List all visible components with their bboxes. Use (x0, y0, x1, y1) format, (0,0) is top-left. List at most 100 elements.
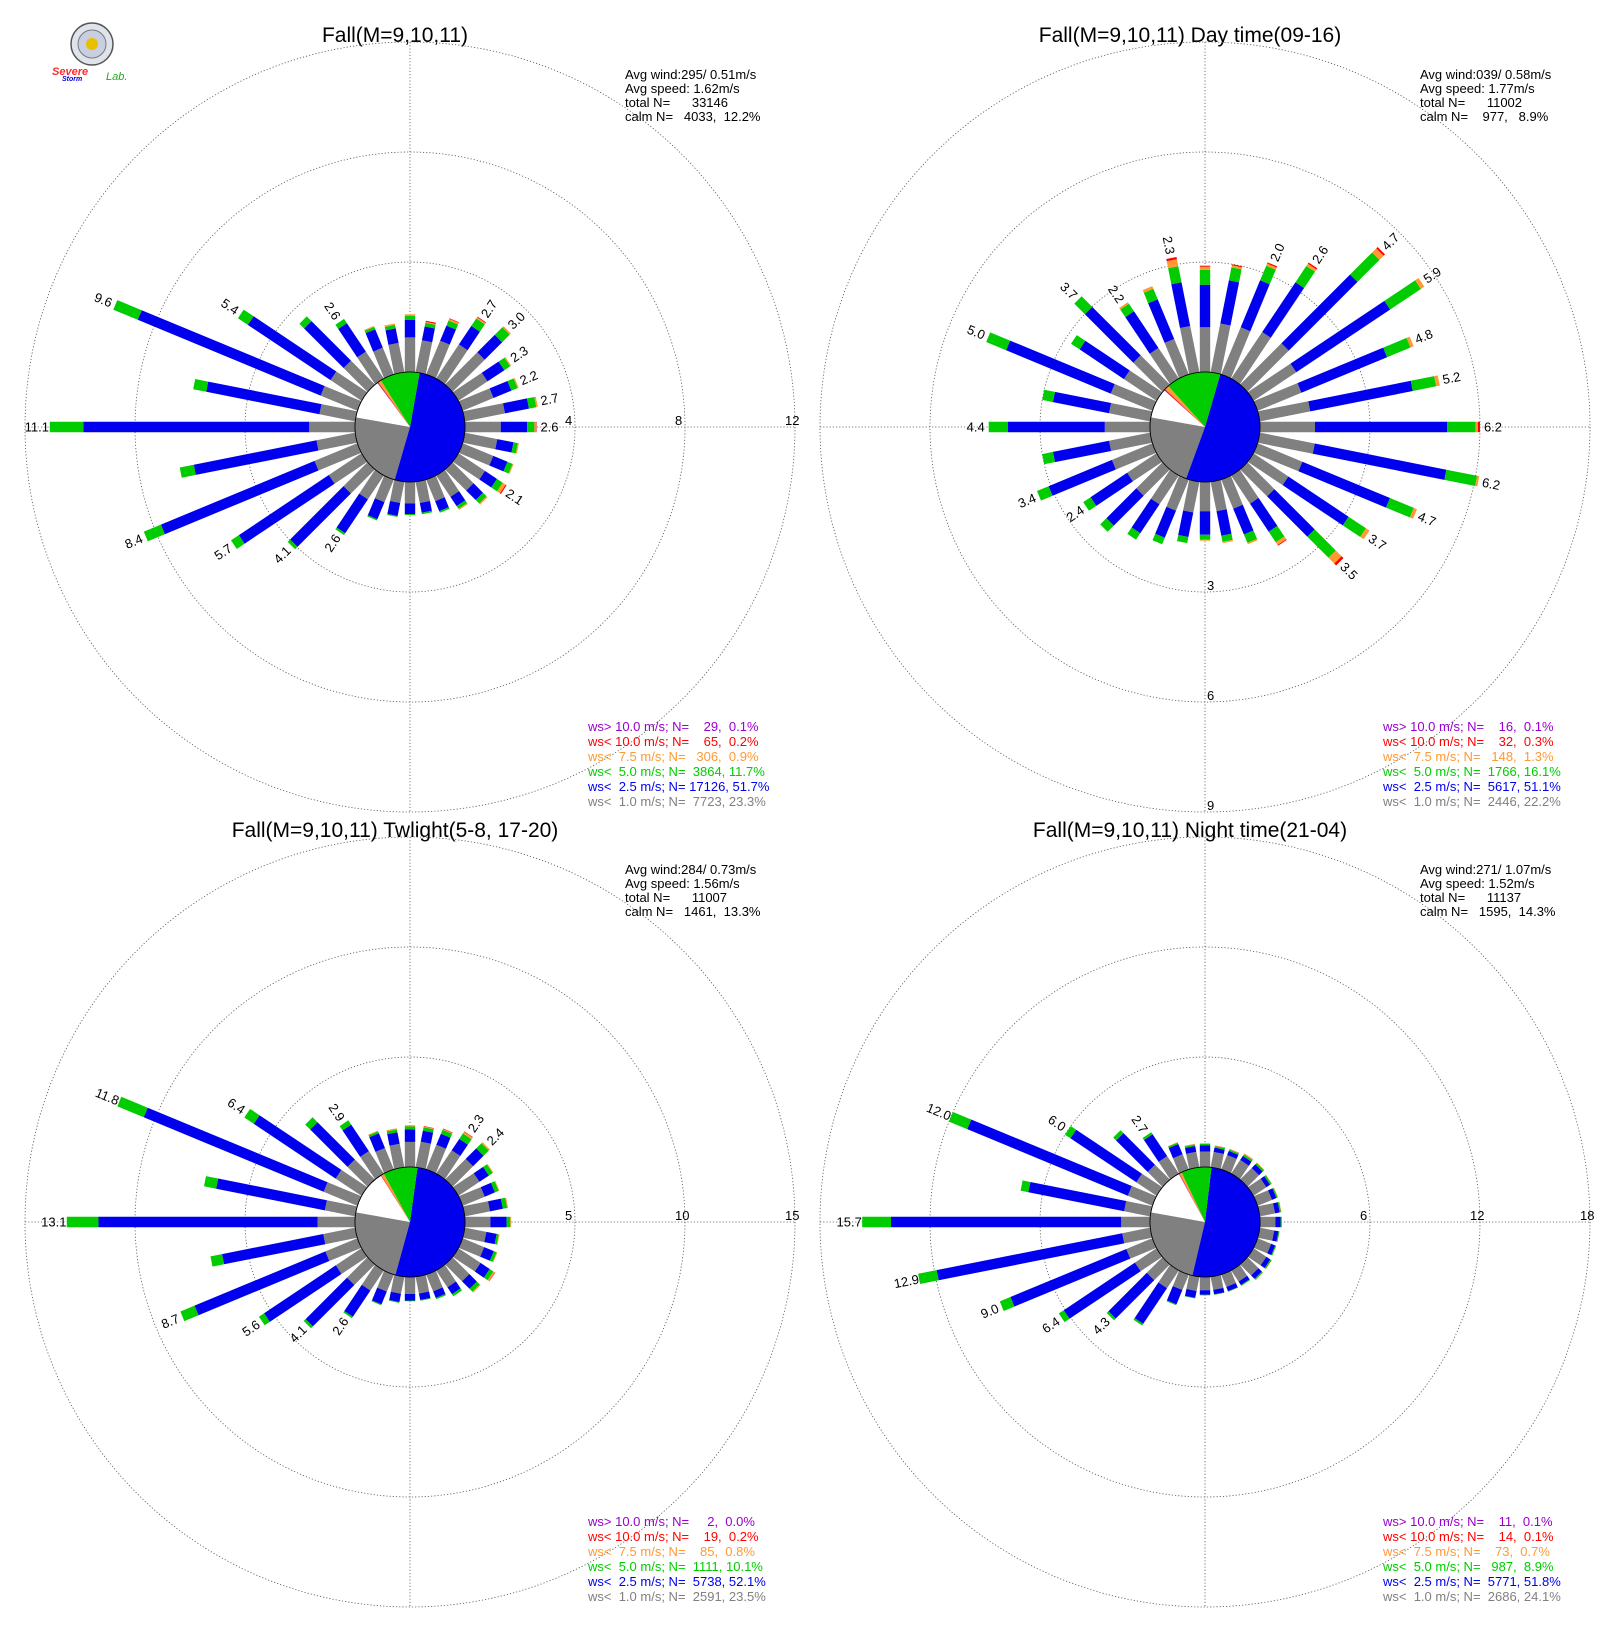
legend-entry: ws< 1.0 m/s; N= 2446, 22.2% (1382, 794, 1561, 809)
bar-segment-lt5 (989, 422, 1008, 432)
speed-class-pie (355, 372, 465, 482)
bar-segment-lt2p5 (405, 503, 415, 514)
ring-label: 8 (675, 413, 682, 428)
bar-segment-lt5 (1386, 498, 1414, 518)
legend-entry: ws< 5.0 m/s; N= 3864, 11.7% (587, 764, 765, 779)
bar-segment-lt5 (113, 300, 141, 320)
bar-segment-lt7p5 (405, 1125, 415, 1126)
bar-value-label: 2.7 (478, 297, 501, 320)
legend-entry: ws< 2.5 m/s; N= 5617, 51.1% (1382, 779, 1561, 794)
bar-segment-lt2p5 (368, 498, 385, 519)
bar-segment-lt5 (949, 1112, 971, 1129)
bar-segment-lt2p5 (490, 381, 512, 398)
bar-segment-lt2p5 (1008, 422, 1105, 432)
bar-segment-lt5 (1168, 266, 1181, 284)
legend-entry: ws< 7.5 m/s; N= 148, 1.3% (1382, 749, 1554, 764)
bar-segment-lt5 (50, 422, 84, 432)
bar-segment-lt5 (144, 525, 165, 542)
bar-segment-lt2p5 (1200, 511, 1210, 535)
bar-segment-lt2p5 (488, 1199, 503, 1212)
bar-segment-calm-lt1 (416, 1275, 430, 1294)
bar-value-label: 2.6 (1309, 243, 1332, 266)
bar-segment-lt7p5 (510, 1217, 511, 1227)
legend-entry: ws> 10.0 m/s; N= 11, 0.1% (1382, 1514, 1553, 1529)
bar-value-label: 11.1 (25, 420, 49, 435)
summary-line: calm N= 977, 8.9% (1420, 109, 1549, 124)
bar-value-label: 5.6 (239, 1317, 262, 1340)
bar-segment-lt2p5 (1308, 381, 1413, 412)
bar-value-label: 4.7 (1379, 230, 1402, 253)
bar-segment-lt2p5 (1250, 498, 1277, 532)
bar-value-label: 15.7 (837, 1215, 862, 1230)
bar-value-label: 5.0 (965, 322, 987, 343)
bar-segment-lt5 (1411, 376, 1436, 391)
bar-segment-lt5 (507, 1217, 511, 1227)
bar-segment-lt2p5 (405, 1129, 415, 1142)
legend-entry: ws< 5.0 m/s; N= 987, 8.9% (1382, 1559, 1554, 1574)
legend-entry: ws< 2.5 m/s; N= 17126, 51.7% (587, 779, 770, 794)
bar-value-label: 2.4 (1064, 502, 1087, 525)
bar-segment-lt5 (1200, 1144, 1210, 1146)
bar-value-label: 3.7 (1366, 531, 1389, 554)
summary-line: Avg speed: 1.56m/s (625, 876, 740, 891)
panel-title: Fall(M=9,10,11) Night time(21-04) (1033, 819, 1347, 842)
bar-segment-lt2p5 (1233, 505, 1253, 535)
bar-value-label: 12.0 (924, 1100, 953, 1124)
bar-value-label: 8.7 (159, 1311, 181, 1332)
summary-line: calm N= 1461, 13.3% (625, 904, 761, 919)
bar-segment-lt2p5 (1217, 509, 1232, 536)
speed-class-pie (355, 1167, 465, 1277)
bar-segment-lt5 (211, 1254, 225, 1267)
summary-line: calm N= 4033, 12.2% (625, 109, 761, 124)
legend-entry: ws> 10.0 m/s; N= 2, 0.0% (587, 1514, 755, 1529)
bar-value-label: 2.3 (465, 1112, 488, 1135)
bar-value-label: 3.0 (505, 309, 528, 332)
bar-segment-lt5 (204, 1176, 218, 1189)
bar-segment-lt5 (117, 1097, 147, 1118)
bar-segment-calm-lt1 (1200, 327, 1210, 372)
speed-class-pie (1150, 372, 1260, 482)
bar-segment-lt5 (1384, 280, 1421, 309)
bar-value-label: 2.6 (540, 420, 558, 435)
bar-segment-calm-lt1 (391, 1275, 405, 1294)
summary-line: Avg wind:295/ 0.51m/s (625, 67, 757, 82)
bar-segment-lt5 (405, 1127, 415, 1130)
ring-label: 15 (785, 1208, 799, 1223)
bar-segment-lt2p5 (366, 329, 383, 351)
summary-line: total N= 11007 (625, 890, 727, 905)
bar-segment-lt2p5 (1200, 1146, 1210, 1152)
bar-value-label: 2.4 (484, 1125, 507, 1148)
bar-segment-lt5 (405, 1301, 415, 1302)
bar-segment-lt2p5 (1171, 282, 1190, 328)
bar-segment-lt2p5 (1006, 341, 1115, 394)
bar-segment-lt5 (1200, 270, 1210, 285)
ring-label: 9 (1207, 798, 1214, 813)
bar-value-label: 4.8 (1412, 326, 1434, 347)
legend-entry: ws< 10.0 m/s; N= 14, 0.1% (1382, 1529, 1554, 1544)
legend-entry: ws< 5.0 m/s; N= 1111, 10.1% (587, 1559, 763, 1574)
bar-value-label: 6.2 (1481, 475, 1502, 493)
summary-line: Avg wind:271/ 1.07m/s (1420, 862, 1552, 877)
direction-bars: 2.73.02.32.22.72.62.12.64.15.78.411.19.6… (25, 290, 560, 567)
bar-segment-lt10 (536, 422, 537, 432)
bar-value-label: 4.1 (271, 543, 294, 566)
bar-segment-calm-lt1 (1260, 1217, 1275, 1227)
ring-label: 3 (1207, 578, 1214, 593)
bar-value-label: 5.7 (211, 541, 234, 564)
bar-segment-calm-lt1 (1200, 1277, 1210, 1290)
legend-entry: ws< 10.0 m/s; N= 65, 0.2% (587, 734, 759, 749)
bar-segment-lt2p5 (1053, 392, 1111, 413)
legend-entry: ws< 7.5 m/s; N= 306, 0.9% (587, 749, 759, 764)
bar-value-label: 4.1 (286, 1322, 309, 1345)
bar-segment-lt5 (862, 1217, 891, 1227)
bar-segment-lt2p5 (1155, 507, 1176, 538)
bar-value-label: 3.5 (1337, 559, 1360, 582)
bar-value-label: 6.4 (1039, 1314, 1062, 1337)
bar-segment-lt5 (1447, 422, 1476, 432)
bar-segment-lt2p5 (503, 398, 529, 413)
